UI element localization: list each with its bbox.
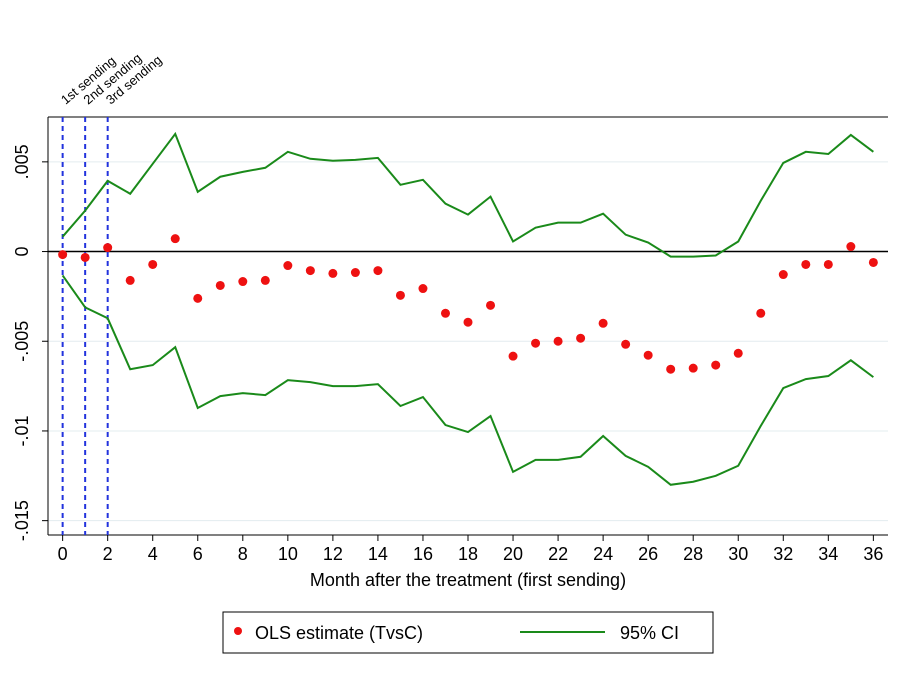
legend-label: 95% CI [620, 623, 679, 643]
point [846, 242, 856, 252]
x-tick-label: 30 [728, 544, 748, 564]
ci-line [61, 131, 874, 258]
point [103, 243, 113, 253]
point [260, 275, 270, 285]
point [283, 261, 293, 271]
point [148, 259, 158, 269]
x-tick-label: 34 [818, 544, 838, 564]
point [486, 300, 496, 310]
point [598, 318, 608, 328]
point [305, 266, 315, 276]
x-tick-label: 4 [148, 544, 158, 564]
point [215, 280, 225, 290]
x-axis-title: Month after the treatment (first sending… [310, 570, 626, 590]
x-tick-label: 24 [593, 544, 613, 564]
legend-label: OLS estimate (TvsC) [255, 623, 423, 643]
point [643, 350, 653, 360]
point [463, 317, 473, 327]
point [395, 290, 405, 300]
y-tick-label: .005 [12, 144, 32, 179]
x-tick-label: 0 [58, 544, 68, 564]
point [711, 360, 721, 370]
legend-marker [234, 627, 242, 635]
point [440, 308, 450, 318]
x-tick-label: 32 [773, 544, 793, 564]
x-tick-label: 14 [368, 544, 388, 564]
x-tick-label: 18 [458, 544, 478, 564]
x-tick-label: 2 [103, 544, 113, 564]
point [801, 259, 811, 269]
point [350, 268, 360, 278]
point [688, 363, 698, 373]
point [531, 338, 541, 348]
point [576, 333, 586, 343]
x-tick-label: 10 [278, 544, 298, 564]
x-tick-label: 16 [413, 544, 433, 564]
x-tick-label: 12 [323, 544, 343, 564]
y-tick-label: -.015 [12, 500, 32, 541]
point [238, 277, 248, 287]
x-tick-label: 6 [193, 544, 203, 564]
point [621, 339, 631, 349]
point [193, 293, 203, 303]
point [868, 257, 878, 267]
legend-box [222, 611, 714, 654]
point [553, 336, 563, 346]
x-tick-label: 22 [548, 544, 568, 564]
y-tick-label: 0 [12, 247, 32, 257]
x-tick-label: 28 [683, 544, 703, 564]
x-tick-label: 20 [503, 544, 523, 564]
point [508, 351, 518, 361]
point [418, 284, 428, 294]
point [733, 348, 743, 358]
point [666, 364, 676, 374]
x-tick-label: 36 [863, 544, 883, 564]
point [756, 308, 766, 318]
point [328, 268, 338, 278]
y-tick-label: -.005 [12, 321, 32, 362]
point [58, 250, 68, 260]
point [823, 259, 833, 269]
x-tick-label: 26 [638, 544, 658, 564]
x-tick-label: 8 [238, 544, 248, 564]
ci-line [61, 274, 874, 486]
point [373, 266, 383, 276]
point [80, 252, 90, 262]
point [170, 234, 180, 244]
y-tick-label: -.01 [12, 415, 32, 446]
point [125, 275, 135, 285]
point [778, 270, 788, 280]
